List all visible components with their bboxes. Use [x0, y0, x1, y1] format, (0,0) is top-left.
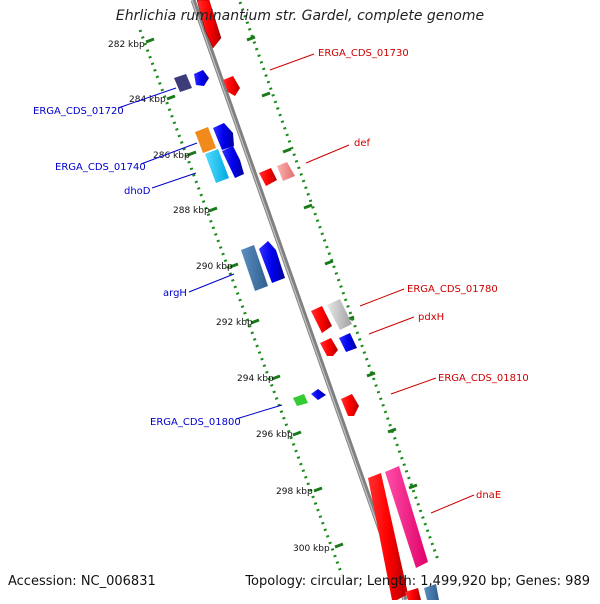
leader-line — [359, 288, 405, 307]
feature-label[interactable]: def — [354, 138, 371, 149]
tick-marks-right — [246, 35, 418, 490]
gene-feature[interactable] — [223, 76, 240, 96]
tick-mark — [408, 483, 418, 490]
feature-label[interactable]: ERGA_CDS_01730 — [318, 48, 409, 59]
gene-feature[interactable] — [339, 333, 357, 352]
gene-feature[interactable] — [385, 466, 428, 568]
tick-mark — [303, 203, 313, 210]
tick-label: 292 kbp — [216, 318, 253, 328]
tick-label: 298 kbp — [276, 487, 313, 497]
gene-feature[interactable] — [293, 394, 308, 406]
genome-backbone — [190, 0, 408, 601]
tick-labels: 282 kbp 284 kbp 286 kbp 288 kbp 290 kbp … — [108, 40, 330, 554]
tick-mark — [145, 37, 155, 44]
tick-mark — [166, 94, 176, 101]
tick-label: 282 kbp — [108, 40, 145, 50]
tick-mark — [271, 374, 281, 381]
leader-line — [305, 144, 350, 164]
leader-line — [151, 172, 197, 189]
tick-label: 296 kbp — [256, 430, 293, 440]
genome-backbone-highlight — [191, 0, 405, 601]
gene-feature[interactable] — [424, 584, 439, 600]
feature-label[interactable]: dhoD — [124, 186, 151, 197]
tick-mark — [187, 150, 197, 157]
gene-feature[interactable] — [405, 588, 421, 600]
gene-feature[interactable] — [196, 0, 222, 49]
gene-feature[interactable] — [259, 241, 285, 283]
tick-mark — [366, 371, 376, 378]
gene-feature[interactable] — [241, 245, 268, 291]
leader-lines — [117, 53, 475, 514]
accession-text: Accession: NC_006831 — [8, 574, 156, 589]
tick-mark — [261, 91, 271, 98]
feature-label[interactable]: ERGA_CDS_01800 — [150, 417, 241, 428]
gene-feature[interactable] — [341, 394, 359, 416]
gene-feature[interactable] — [222, 146, 244, 178]
leader-line — [269, 53, 315, 71]
leader-line — [188, 273, 235, 293]
leader-line — [235, 404, 283, 420]
gene-feature[interactable] — [259, 168, 277, 186]
genome-summary-text: Topology: circular; Length: 1,499,920 bp… — [245, 574, 590, 589]
tick-mark — [313, 486, 323, 493]
gene-feature[interactable] — [205, 149, 229, 183]
tick-mark — [246, 35, 256, 42]
gene-feature[interactable] — [277, 162, 295, 181]
tick-mark — [208, 206, 218, 213]
gene-feature[interactable] — [311, 389, 326, 400]
leader-line — [368, 316, 415, 335]
feature-label[interactable]: pdxH — [418, 312, 444, 323]
dotted-guide-left — [138, 29, 344, 576]
feature-label[interactable]: ERGA_CDS_01740 — [55, 162, 146, 173]
tick-mark — [292, 430, 302, 437]
leader-line — [430, 494, 475, 514]
tick-mark — [334, 542, 344, 549]
gene-feature[interactable] — [213, 123, 234, 150]
gene-features — [174, 0, 439, 600]
gene-feature[interactable] — [311, 306, 332, 333]
feature-label[interactable]: ERGA_CDS_01810 — [438, 373, 529, 384]
tick-label: 294 kbp — [237, 374, 274, 384]
feature-label[interactable]: dnaE — [476, 490, 501, 501]
map-title: Ehrlichia ruminantium str. Gardel, compl… — [115, 8, 485, 24]
feature-label[interactable]: argH — [163, 288, 187, 299]
gene-feature[interactable] — [320, 338, 338, 356]
tick-marks — [145, 37, 344, 549]
tick-label: 290 kbp — [196, 262, 233, 272]
feature-label[interactable]: ERGA_CDS_01720 — [33, 106, 124, 117]
tick-mark — [282, 147, 292, 154]
feature-label[interactable]: ERGA_CDS_01780 — [407, 284, 498, 295]
tick-mark — [250, 318, 260, 325]
tick-label: 300 kbp — [293, 544, 330, 554]
dotted-guide-right — [238, 1, 440, 561]
tick-mark — [324, 259, 334, 266]
gene-feature[interactable] — [195, 127, 216, 153]
tick-mark — [229, 262, 239, 269]
gene-feature[interactable] — [174, 74, 192, 92]
leader-line — [117, 87, 177, 109]
gene-feature[interactable] — [327, 299, 352, 330]
leader-line — [390, 377, 437, 395]
tick-label: 288 kbp — [173, 206, 210, 216]
tick-label: 286 kbp — [153, 151, 190, 161]
gene-feature[interactable] — [368, 473, 408, 600]
tick-label: 284 kbp — [129, 95, 166, 105]
leader-line — [140, 142, 198, 165]
gene-feature[interactable] — [194, 70, 209, 86]
feature-labels-left: ERGA_CDS_01720 ERGA_CDS_01740 dhoD argH … — [33, 106, 241, 428]
feature-labels-right: ERGA_CDS_01730 def ERGA_CDS_01780 pdxH E… — [318, 48, 529, 501]
tick-mark — [387, 427, 397, 434]
